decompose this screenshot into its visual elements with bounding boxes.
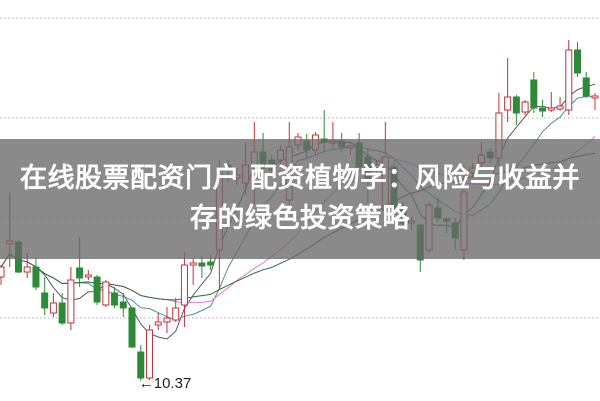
candle-up xyxy=(154,321,162,326)
candle-up xyxy=(180,264,188,306)
arrow-left-icon: ← xyxy=(138,375,154,392)
candle-up xyxy=(67,279,75,324)
candle-down xyxy=(41,292,49,309)
candle-down xyxy=(137,351,145,379)
candle-up xyxy=(189,262,197,266)
candle-up xyxy=(565,49,573,111)
candle-down xyxy=(582,77,590,97)
candle-down xyxy=(111,292,119,306)
title-banner: 在线股票配资门户 配资植物学：风险与收益并存的绿色投资策略 xyxy=(0,139,600,259)
candle-down xyxy=(32,266,40,288)
candle-down xyxy=(539,107,547,112)
candle-down xyxy=(93,276,101,303)
candle-up xyxy=(163,317,171,323)
candle-down xyxy=(76,267,84,279)
candle-up xyxy=(172,307,180,321)
candle-down xyxy=(119,301,127,309)
candle-up xyxy=(84,274,92,278)
candle-up xyxy=(591,95,599,99)
candle-up xyxy=(504,96,512,111)
candle-down xyxy=(574,49,582,74)
candle-down xyxy=(530,79,538,109)
candle-down xyxy=(58,302,66,324)
low-price-annotation: ←10.37 xyxy=(139,375,192,392)
candle-up xyxy=(547,107,555,111)
candle-up xyxy=(23,266,31,273)
candle-down xyxy=(512,96,520,114)
candle-up xyxy=(0,266,5,278)
candle-down xyxy=(198,262,206,267)
article-title: 在线股票配资门户 配资植物学：风险与收益并存的绿色投资策略 xyxy=(20,163,580,234)
low-price-label: 10.37 xyxy=(153,375,192,392)
candle-up xyxy=(49,302,57,314)
candle-up xyxy=(102,281,110,306)
candle-down xyxy=(128,307,136,348)
candle-up xyxy=(521,101,529,113)
candle-up xyxy=(556,105,564,110)
candle-up xyxy=(145,329,153,379)
candle-down xyxy=(207,261,215,266)
